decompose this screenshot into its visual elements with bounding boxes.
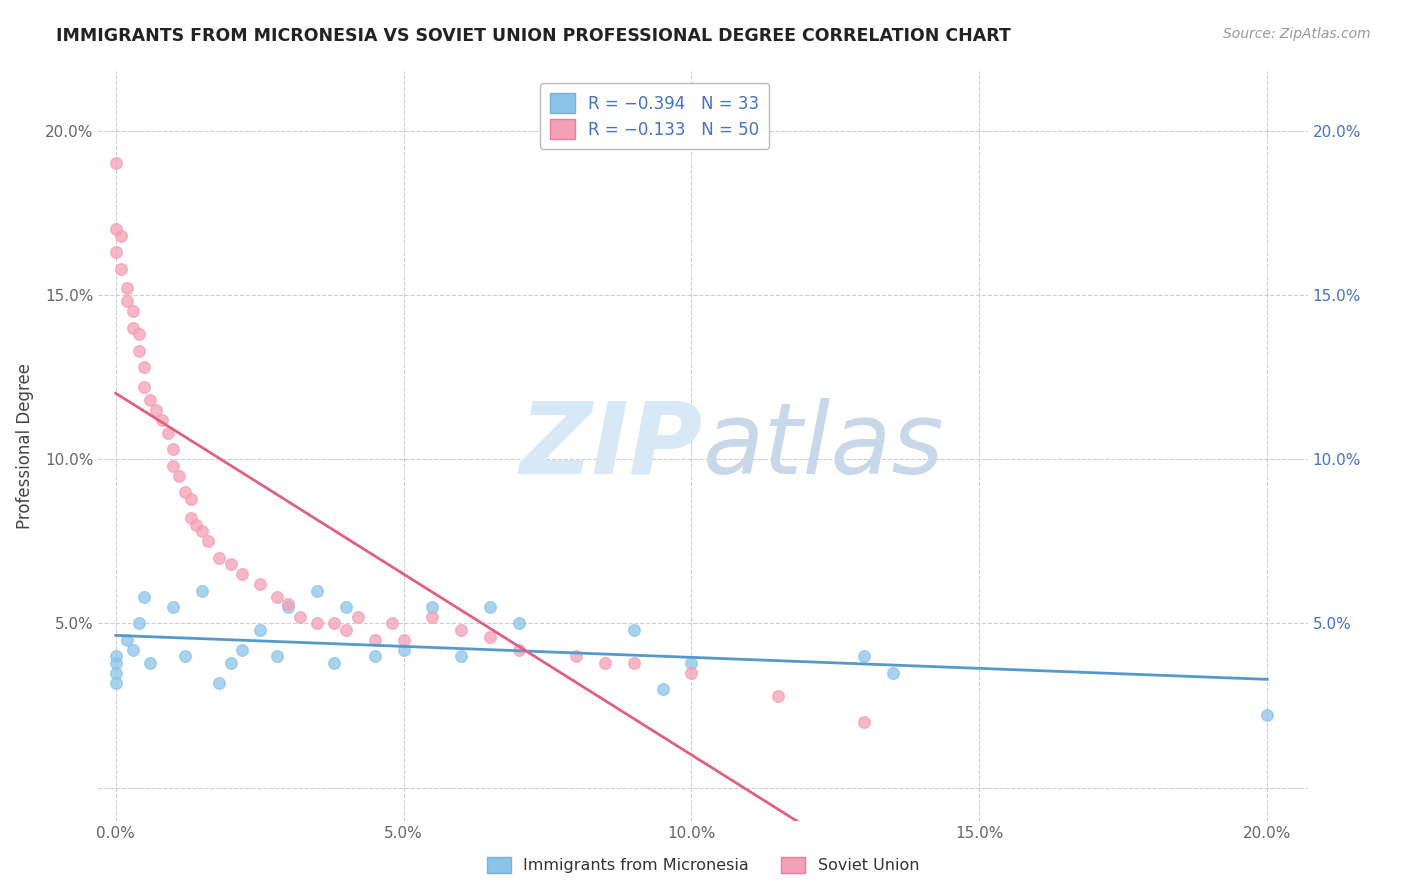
Point <box>167 468 190 483</box>
Point <box>162 442 184 457</box>
Point <box>173 485 195 500</box>
Point <box>180 511 202 525</box>
Point <box>191 583 214 598</box>
Point <box>623 623 645 637</box>
Point <box>508 616 530 631</box>
Point <box>593 656 616 670</box>
Point <box>249 577 271 591</box>
Point <box>104 156 127 170</box>
Point <box>180 491 202 506</box>
Point <box>766 689 789 703</box>
Text: Source: ZipAtlas.com: Source: ZipAtlas.com <box>1223 27 1371 41</box>
Point <box>277 600 299 615</box>
Point <box>150 413 173 427</box>
Point <box>853 649 876 664</box>
Point <box>104 656 127 670</box>
Point <box>681 656 703 670</box>
Point <box>208 550 231 565</box>
Point <box>853 714 876 729</box>
Point <box>186 517 208 532</box>
Point <box>450 623 472 637</box>
Text: IMMIGRANTS FROM MICRONESIA VS SOVIET UNION PROFESSIONAL DEGREE CORRELATION CHART: IMMIGRANTS FROM MICRONESIA VS SOVIET UNI… <box>56 27 1011 45</box>
Point <box>162 458 184 473</box>
Point <box>197 534 219 549</box>
Point <box>307 583 329 598</box>
Point <box>128 343 150 358</box>
Point <box>450 649 472 664</box>
Point <box>266 649 288 664</box>
Point <box>115 281 138 295</box>
Point <box>173 649 195 664</box>
Point <box>323 616 346 631</box>
Legend: Immigrants from Micronesia, Soviet Union: Immigrants from Micronesia, Soviet Union <box>481 850 925 880</box>
Point <box>565 649 588 664</box>
Point <box>364 632 387 647</box>
Point <box>478 630 501 644</box>
Point <box>139 656 162 670</box>
Y-axis label: Professional Degree: Professional Degree <box>15 363 34 529</box>
Point <box>122 642 145 657</box>
Legend: R = −0.394   N = 33, R = −0.133   N = 50: R = −0.394 N = 33, R = −0.133 N = 50 <box>540 84 769 149</box>
Point <box>115 632 138 647</box>
Point <box>335 600 357 615</box>
Point <box>266 590 288 604</box>
Point <box>156 425 179 440</box>
Point <box>478 600 501 615</box>
Point <box>623 656 645 670</box>
Text: ZIP: ZIP <box>520 398 703 494</box>
Point <box>134 380 156 394</box>
Point <box>191 524 214 539</box>
Point <box>364 649 387 664</box>
Point <box>104 222 127 236</box>
Point <box>110 261 132 276</box>
Point <box>681 665 703 680</box>
Point <box>134 590 156 604</box>
Point <box>1256 708 1278 723</box>
Point <box>128 327 150 342</box>
Point <box>392 642 415 657</box>
Point <box>219 558 242 572</box>
Point <box>128 616 150 631</box>
Point <box>277 597 299 611</box>
Point <box>422 600 444 615</box>
Point <box>392 632 415 647</box>
Point <box>104 675 127 690</box>
Point <box>134 360 156 375</box>
Point <box>422 610 444 624</box>
Text: atlas: atlas <box>703 398 945 494</box>
Point <box>231 642 253 657</box>
Point <box>139 392 162 407</box>
Point <box>288 610 311 624</box>
Point <box>335 623 357 637</box>
Point <box>882 665 904 680</box>
Point <box>122 304 145 318</box>
Point <box>115 294 138 309</box>
Point <box>219 656 242 670</box>
Point <box>249 623 271 637</box>
Point <box>104 665 127 680</box>
Point <box>346 610 368 624</box>
Point <box>208 675 231 690</box>
Point <box>104 649 127 664</box>
Point <box>508 642 530 657</box>
Point <box>162 600 184 615</box>
Point <box>323 656 346 670</box>
Point <box>231 567 253 582</box>
Point <box>122 320 145 334</box>
Point <box>307 616 329 631</box>
Point <box>145 402 167 417</box>
Point <box>104 245 127 260</box>
Point <box>651 682 673 697</box>
Point <box>110 228 132 243</box>
Point <box>381 616 404 631</box>
